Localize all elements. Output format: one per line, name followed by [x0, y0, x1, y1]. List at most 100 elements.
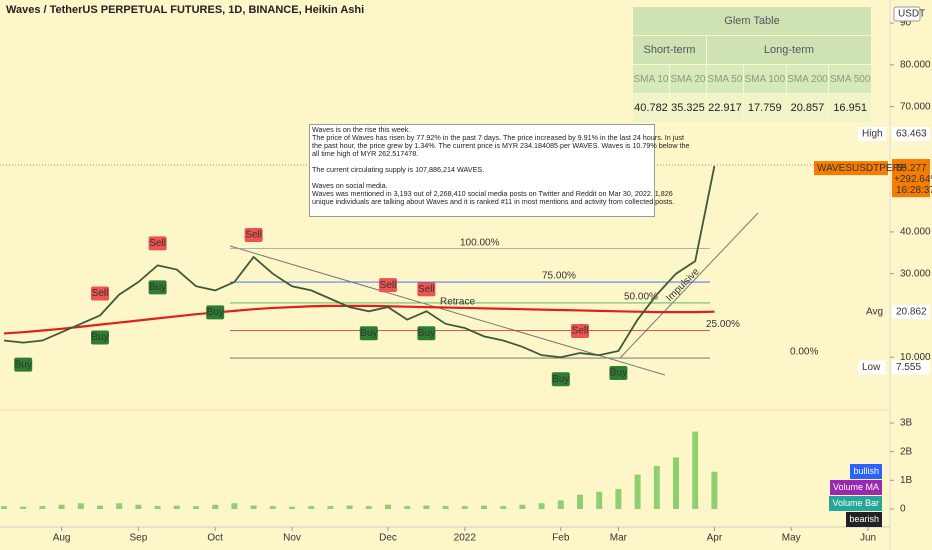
signal-label: Sell [572, 326, 589, 337]
countdown: 16:28:37 [896, 185, 932, 196]
x-tick-label: Oct [207, 533, 223, 544]
trend-line [619, 212, 759, 359]
volume-bar [365, 506, 372, 509]
legend-item: bullish [850, 464, 882, 479]
column-header: SMA 100 [742, 64, 787, 94]
signal-label: Sell [245, 230, 262, 241]
signal-badge [417, 282, 436, 297]
info-line: Waves is on the rise this week. [312, 125, 411, 134]
volume-bar [423, 505, 430, 509]
info-line: all time high of MYR 262.517478. [312, 149, 419, 158]
volume-bar [577, 494, 583, 509]
table-title: Glem Table [632, 6, 872, 36]
volume-bar [212, 504, 219, 509]
volume-bar [557, 500, 564, 509]
signal-badge [609, 365, 628, 380]
volume-bar [39, 506, 46, 509]
cell: 20.857 [785, 93, 830, 123]
cell: 22.917 [705, 93, 744, 123]
fib-label: 0.00% [790, 347, 818, 358]
volume-bar [615, 488, 622, 509]
low-tag [892, 360, 930, 375]
x-tick-label: Mar [610, 533, 628, 544]
volume-bar [692, 431, 699, 509]
signal-label: Sell [418, 284, 435, 295]
current-tag [892, 161, 930, 198]
volume-bar [327, 506, 334, 509]
x-tick-label: Sep [130, 533, 148, 544]
x-tick-label: Jun [860, 533, 876, 544]
current-value: 55.277 [896, 163, 927, 174]
fib-label: 25.00% [706, 319, 740, 330]
column-header: SMA 200 [785, 64, 830, 94]
low-label: Low [862, 362, 881, 373]
volume-bar [173, 505, 180, 509]
signal-badge [379, 278, 397, 293]
high-value: 63.463 [896, 129, 927, 140]
signal-label: Sell [149, 238, 166, 249]
avg-value: 20.862 [896, 307, 927, 318]
x-tick-label: Nov [283, 533, 301, 544]
volume-bar [135, 504, 142, 509]
y-tick-label: 30.000 [900, 268, 931, 279]
volume-bar [1, 506, 7, 509]
cell: 40.782 [632, 93, 670, 123]
info-line: The price of Waves has risen by 77.92% i… [312, 133, 684, 142]
fib-label: 75.00% [542, 271, 576, 282]
signal-label: Buy [207, 307, 224, 318]
x-tick-label: Apr [707, 533, 723, 544]
chart-title: Waves / TetherUS PERPETUAL FUTURES, 1D, … [6, 4, 365, 16]
x-tick-label: May [782, 533, 801, 544]
volume-bar [634, 474, 641, 509]
signal-label: Sell [92, 288, 109, 299]
price-line [3, 165, 716, 359]
low-value: 7.555 [896, 362, 921, 373]
volume-bar [250, 505, 257, 509]
signal-badge [244, 227, 263, 242]
high-label: High [862, 129, 883, 140]
volume-bar [116, 503, 123, 509]
change: +292.64% [894, 174, 932, 185]
info-line: Waves was mentioned in 3,193 out of 2,26… [312, 189, 673, 198]
volume-bar [154, 506, 161, 509]
volume-bar [97, 505, 103, 509]
volume-bar [673, 457, 679, 509]
cell: 35.325 [668, 93, 707, 123]
signal-badge [91, 330, 109, 345]
cell: 17.759 [742, 93, 787, 123]
trend-line [229, 245, 666, 376]
symbol-bg [814, 161, 888, 176]
info-box: Waves is on the rise this week. The price… [309, 124, 690, 217]
column-header: SMA 50 [705, 64, 744, 94]
info-line: the past hour, the price grew by 1.34%. … [312, 141, 690, 150]
low-label-bg [858, 360, 886, 375]
volume-bar [404, 506, 411, 509]
column-header: SMA 10 [632, 64, 670, 94]
volume-bar [385, 504, 391, 509]
volume-bar [653, 466, 660, 509]
fib-label: 50.00% [624, 292, 658, 303]
legend-item: bearish [846, 512, 882, 527]
volume-bar [461, 506, 468, 509]
y-tick-label: 80.000 [900, 59, 931, 70]
currency: USDT [898, 9, 925, 20]
signal-label: Buy [91, 332, 108, 343]
volume-bar [193, 506, 199, 509]
y-tick-label: 90 [900, 18, 912, 29]
volume-bar [289, 506, 295, 509]
signal-label: Buy [610, 368, 627, 379]
volume-bar [77, 503, 84, 509]
volume-bar [538, 503, 545, 509]
fib-label: 100.00% [460, 237, 500, 248]
high-label-bg [858, 126, 886, 141]
signal-badge [571, 324, 589, 339]
legend-item: Volume MA [829, 480, 882, 495]
cell: 16.951 [828, 93, 872, 123]
symbol: WAVESUSDTPERP [817, 163, 907, 174]
column-header: SMA 500 [828, 64, 872, 94]
signal-badge [359, 326, 378, 341]
volume-bar [711, 471, 718, 509]
signal-label: Buy [552, 374, 569, 385]
info-line: unique individuals are talking about Wav… [312, 197, 675, 206]
x-tick-label: 2022 [454, 533, 477, 544]
